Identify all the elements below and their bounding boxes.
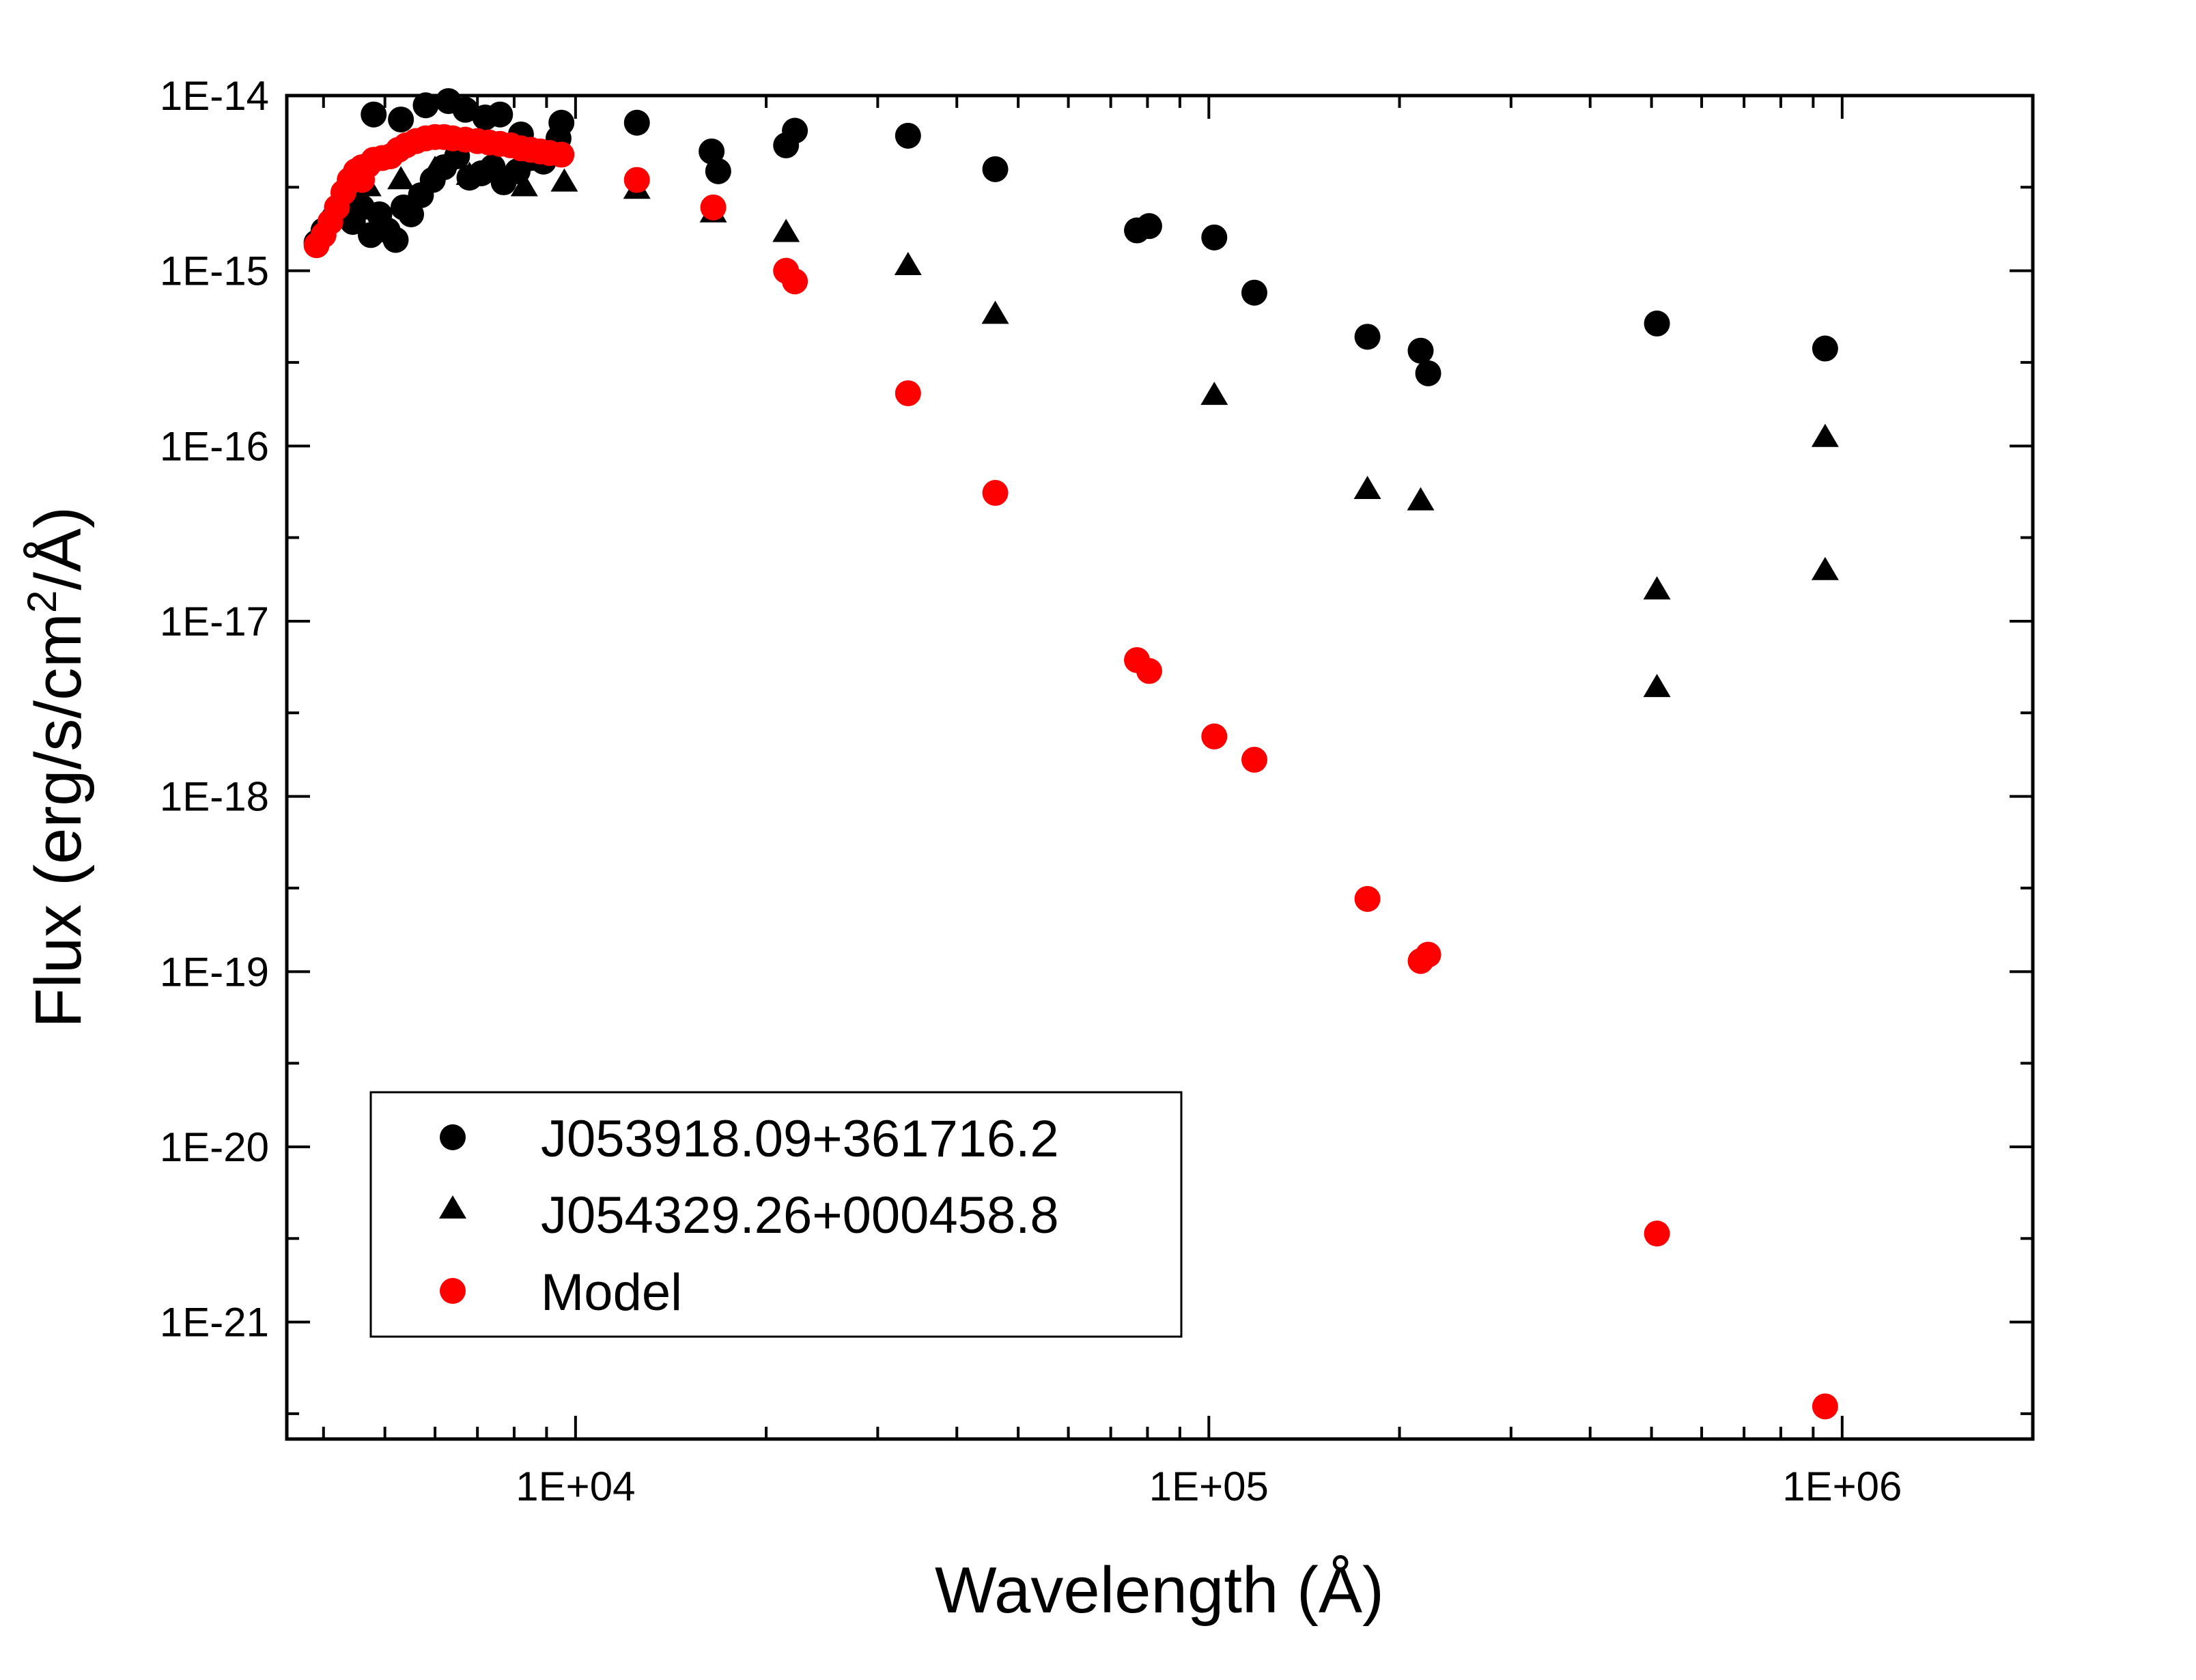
plot-frame	[285, 94, 2035, 1441]
data-point-circle	[623, 109, 650, 136]
legend-label-j054329: J054329.26+000458.8	[541, 1186, 1059, 1244]
data-point-circle	[1201, 224, 1228, 251]
legend-box	[369, 1091, 1183, 1338]
y-tick-label: 1E-16	[160, 423, 269, 469]
data-point-circle	[705, 158, 731, 184]
y-axis-title-tail: /Å)	[22, 507, 95, 590]
data-point-triangle	[1200, 382, 1228, 405]
data-point-circle	[1136, 213, 1162, 240]
legend-label-model: Model	[541, 1264, 682, 1322]
data-point-circle	[782, 117, 808, 144]
x-tick-label: 1E+05	[1149, 1464, 1269, 1509]
data-point-triangle	[1643, 576, 1671, 600]
y-tick-label: 1E-20	[160, 1124, 269, 1170]
data-point-model	[548, 141, 575, 168]
y-tick-label: 1E-14	[160, 73, 269, 119]
data-point-triangle	[1811, 423, 1839, 447]
data-point-model	[1354, 885, 1381, 912]
data-point-triangle	[894, 252, 922, 276]
y-axis-title: Flux (erg/s/cm2/Å)	[19, 507, 95, 1028]
y-axis-title-sup: 2	[19, 590, 65, 613]
legend-marker-circle-red	[440, 1278, 466, 1304]
ticks-layer: 1E+04 1E+05 1E+06 1E-14 1E-15 1E-16 1E-17 1E-18…	[160, 73, 2034, 1509]
data-point-model	[1136, 657, 1162, 684]
data-point-model	[782, 268, 808, 295]
data-point-triangle	[1643, 674, 1671, 698]
data-point-circle	[361, 101, 387, 128]
data-point-model	[349, 167, 376, 193]
data-point-circle	[1241, 279, 1268, 306]
data-point-triangle	[421, 155, 449, 179]
data-layer	[303, 88, 1839, 1420]
y-tick-label: 1E-19	[160, 949, 269, 995]
data-point-triangle	[387, 166, 415, 190]
data-point-triangle	[550, 168, 578, 192]
data-point-circle	[1354, 324, 1381, 350]
data-point-circle	[1644, 310, 1670, 337]
data-point-model	[623, 167, 650, 193]
data-point-model	[1241, 746, 1268, 773]
data-point-circle	[1407, 337, 1434, 364]
legend-label-j053918: J053918.09+361716.2	[541, 1110, 1059, 1168]
data-point-circle	[982, 156, 1009, 182]
x-tick-label: 1E+06	[1782, 1464, 1902, 1509]
legend: J053918.09+361716.2 J054329.26+000458.8 …	[369, 1091, 1183, 1338]
legend-marker-circle-black	[440, 1124, 466, 1150]
data-point-circle	[1812, 335, 1838, 362]
data-point-model	[1201, 723, 1228, 750]
y-tick-label: 1E-18	[160, 774, 269, 820]
data-point-circle	[452, 96, 479, 123]
data-point-triangle	[1407, 487, 1435, 511]
series-1	[354, 155, 1839, 698]
data-point-model	[895, 380, 921, 407]
data-point-circle	[548, 109, 575, 136]
data-point-triangle	[772, 218, 800, 242]
data-point-model	[1812, 1393, 1838, 1420]
data-point-triangle	[455, 161, 483, 185]
data-point-circle	[487, 101, 513, 128]
series-2	[303, 124, 1838, 1420]
data-point-model	[700, 194, 727, 220]
x-axis-title: Wavelength (Å)	[935, 1554, 1384, 1627]
data-point-circle	[398, 201, 425, 227]
y-axis-title-main: Flux (erg/s/cm	[22, 613, 95, 1028]
data-point-circle	[895, 122, 921, 149]
data-point-model	[1644, 1221, 1670, 1247]
data-point-circle	[412, 92, 439, 119]
x-tick-label: 1E+04	[516, 1464, 635, 1509]
data-point-model	[1415, 941, 1441, 968]
y-tick-label: 1E-21	[160, 1300, 269, 1346]
data-point-triangle	[1811, 556, 1839, 580]
data-point-circle	[388, 106, 414, 133]
data-point-circle	[382, 227, 409, 253]
data-point-model	[982, 480, 1009, 507]
y-tick-label: 1E-17	[160, 599, 269, 644]
data-point-triangle	[510, 173, 538, 197]
data-point-circle	[699, 138, 725, 165]
legend-marker-triangle-black	[439, 1195, 466, 1219]
series-0	[303, 88, 1838, 386]
data-point-circle	[1415, 360, 1441, 386]
data-point-triangle	[1353, 476, 1381, 500]
y-tick-label: 1E-15	[160, 248, 269, 294]
data-point-triangle	[981, 300, 1009, 324]
